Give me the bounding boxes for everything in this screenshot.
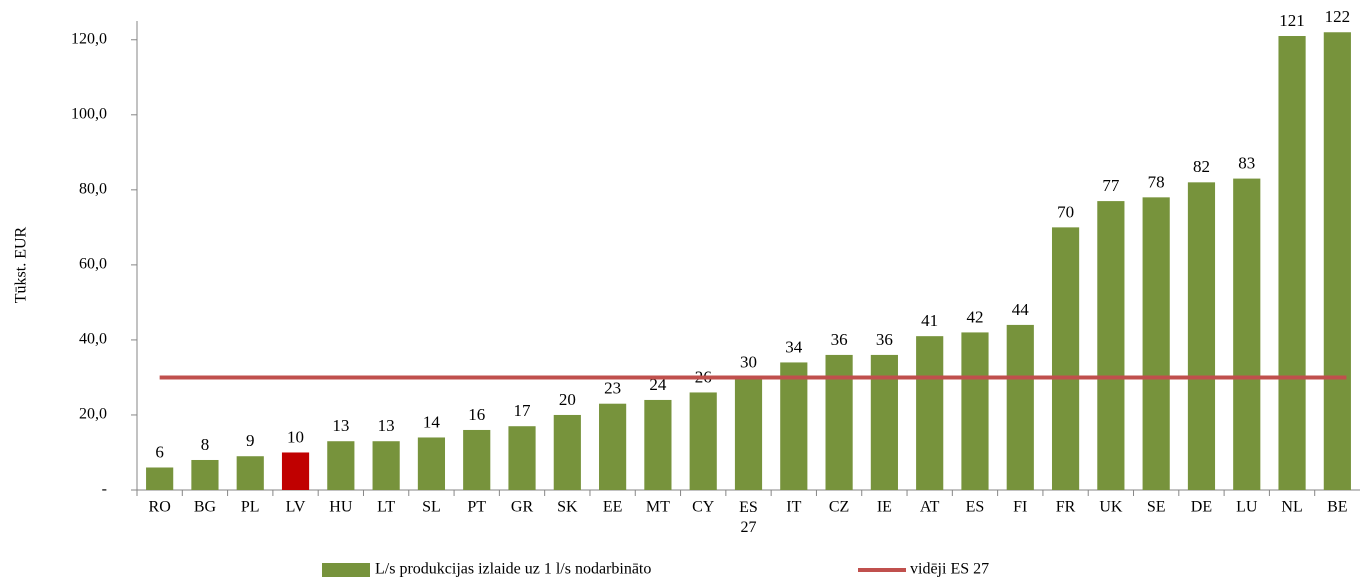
- bar: [553, 414, 581, 490]
- data-label: 6: [155, 442, 164, 461]
- bar: [734, 377, 763, 490]
- x-tick-label: AT: [920, 499, 940, 516]
- x-tick-label: SE: [1147, 499, 1166, 516]
- data-label: 44: [1012, 300, 1030, 319]
- data-label: 13: [378, 416, 395, 435]
- data-label: 82: [1193, 157, 1210, 176]
- data-label: 24: [649, 375, 667, 394]
- data-label: 42: [966, 307, 983, 326]
- bar: [463, 429, 491, 490]
- x-tick-label: SL: [422, 499, 441, 516]
- data-label: 8: [201, 435, 210, 454]
- bar: [961, 332, 989, 490]
- bar: [825, 354, 853, 490]
- x-tick-label: PT: [467, 499, 486, 516]
- y-tick-label: -: [102, 481, 107, 498]
- bar: [417, 437, 446, 490]
- bar: [689, 392, 717, 490]
- x-tick-label: FI: [1013, 499, 1027, 516]
- data-label: 83: [1238, 153, 1255, 172]
- x-tick-label: LT: [377, 499, 395, 516]
- data-label: 10: [287, 427, 304, 446]
- data-label: 36: [831, 330, 848, 349]
- y-tick-label: 40,0: [79, 331, 107, 348]
- x-tick-label: HU: [329, 499, 353, 516]
- x-tick-label: PL: [241, 499, 260, 516]
- y-tick-label: 100,0: [71, 105, 107, 122]
- bar: [1323, 32, 1351, 490]
- x-tick-label: CZ: [829, 499, 849, 516]
- bar: [508, 426, 536, 490]
- data-label: 16: [468, 405, 485, 424]
- legend-swatch: [322, 563, 370, 577]
- x-tick-label: GR: [511, 499, 534, 516]
- data-label: 122: [1325, 7, 1351, 26]
- x-tick-label: LU: [1236, 499, 1258, 516]
- x-tick-label: DE: [1191, 499, 1212, 516]
- data-label: 13: [332, 416, 349, 435]
- y-axis-label: Tūkst. EUR: [13, 226, 30, 303]
- x-tick-label: IT: [786, 499, 801, 516]
- x-tick-label: CY: [692, 499, 715, 516]
- y-tick-label: 20,0: [79, 406, 107, 423]
- data-label: 17: [514, 401, 532, 420]
- bar: [599, 403, 627, 490]
- bar: [1187, 182, 1216, 490]
- data-label: 70: [1057, 202, 1074, 221]
- data-label: 36: [876, 330, 893, 349]
- bar: [1051, 227, 1080, 491]
- bar: [870, 354, 898, 490]
- bar: [1097, 201, 1125, 490]
- x-tick-label: IE: [877, 499, 892, 516]
- bar: [146, 467, 174, 490]
- bar: [372, 441, 400, 490]
- x-tick-label: LV: [286, 499, 306, 516]
- x-tick-label: SK: [557, 499, 578, 516]
- bar: [1278, 36, 1306, 491]
- bar: [1233, 178, 1261, 491]
- legend-label: vidēji ES 27: [910, 561, 989, 578]
- bar: [780, 362, 808, 490]
- x-tick-label: UK: [1099, 499, 1123, 516]
- y-tick-label: 80,0: [79, 181, 107, 198]
- data-label: 41: [921, 311, 938, 330]
- x-tick-label: BE: [1327, 499, 1347, 516]
- bar: [644, 399, 672, 490]
- bar: [916, 336, 944, 490]
- data-label: 20: [559, 390, 576, 409]
- y-tick-label: 120,0: [71, 30, 107, 47]
- legend-label: L/s produkcijas izlaide uz 1 l/s nodarbi…: [375, 561, 651, 578]
- bar: [327, 441, 355, 490]
- bar: [191, 459, 219, 490]
- x-tick-label: BG: [194, 499, 217, 516]
- data-label: 34: [785, 337, 803, 356]
- bar: [1142, 197, 1170, 490]
- data-label: 9: [246, 431, 255, 450]
- data-label: 77: [1102, 176, 1120, 195]
- x-tick-label: ES 27: [739, 499, 758, 536]
- x-tick-label: FR: [1056, 499, 1076, 516]
- data-label: 121: [1279, 11, 1305, 30]
- y-tick-label: 60,0: [79, 256, 107, 273]
- data-label: 14: [423, 412, 441, 431]
- x-tick-label: NL: [1281, 499, 1302, 516]
- data-label: 30: [740, 352, 757, 371]
- data-label: 23: [604, 379, 621, 398]
- x-tick-label: ES: [966, 499, 985, 516]
- data-label: 78: [1148, 172, 1165, 191]
- x-tick-label: RO: [149, 499, 171, 516]
- bar: [236, 456, 264, 490]
- x-tick-label: EE: [603, 499, 623, 516]
- x-tick-label: MT: [646, 499, 670, 516]
- bar: [1006, 324, 1034, 490]
- bar: [281, 452, 310, 490]
